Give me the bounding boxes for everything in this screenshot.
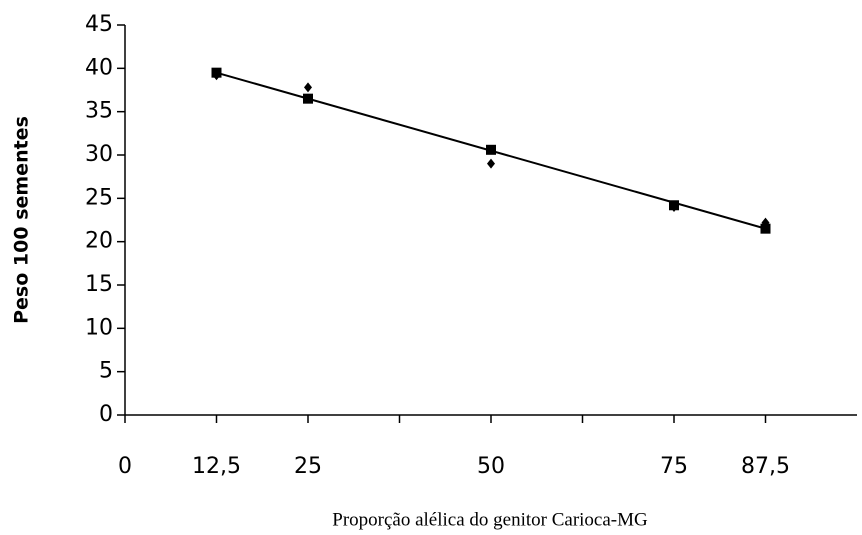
x-tick-label: 87,5 <box>741 454 790 479</box>
y-tick-label: 25 <box>85 185 113 210</box>
y-tick-label: 30 <box>85 142 113 167</box>
y-tick-label: 35 <box>85 99 113 124</box>
diamond-point <box>212 70 221 81</box>
square-point <box>760 223 771 234</box>
y-tick-label: 5 <box>99 359 113 384</box>
x-tick-label: 50 <box>477 454 505 479</box>
diamond-point <box>670 202 678 212</box>
x-axis-title: Proporção alélica do genitor Carioca-MG <box>332 509 648 530</box>
diamond-point <box>487 158 495 169</box>
y-tick-label: 45 <box>85 12 113 37</box>
y-axis-title: Peso 100 sementes <box>11 116 33 324</box>
y-tick-label: 20 <box>85 229 113 254</box>
x-tick-label: 0 <box>118 454 132 479</box>
x-tick-label: 75 <box>660 454 688 479</box>
x-tick-label: 25 <box>294 454 322 479</box>
x-tick-label: 12,5 <box>192 454 241 479</box>
y-tick-label: 15 <box>85 272 113 297</box>
diamond-point <box>304 82 312 93</box>
square-point <box>486 144 496 155</box>
y-tick-label: 10 <box>85 315 113 340</box>
diamond-point <box>761 217 770 228</box>
y-tick-label: 40 <box>85 55 113 80</box>
y-tick-label: 0 <box>99 402 113 427</box>
square-point <box>303 93 313 104</box>
